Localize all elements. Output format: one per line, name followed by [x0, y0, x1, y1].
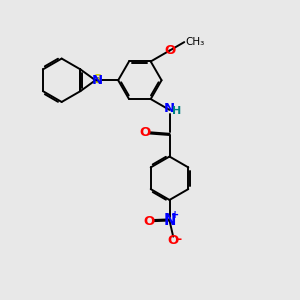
Text: O: O — [139, 126, 151, 139]
Text: -: - — [177, 233, 182, 246]
Text: S: S — [93, 73, 103, 86]
Text: O: O — [144, 215, 155, 228]
Text: O: O — [164, 44, 175, 57]
Text: N: N — [164, 102, 175, 115]
Text: H: H — [172, 106, 181, 116]
Text: N: N — [163, 213, 176, 228]
Text: +: + — [171, 210, 179, 220]
Text: CH₃: CH₃ — [186, 37, 205, 47]
Text: O: O — [168, 234, 179, 247]
Text: N: N — [92, 74, 103, 87]
